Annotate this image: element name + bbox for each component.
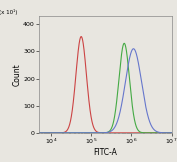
- Text: (x 10¹): (x 10¹): [0, 9, 18, 15]
- Y-axis label: Count: Count: [13, 63, 22, 86]
- X-axis label: FITC-A: FITC-A: [93, 148, 117, 157]
